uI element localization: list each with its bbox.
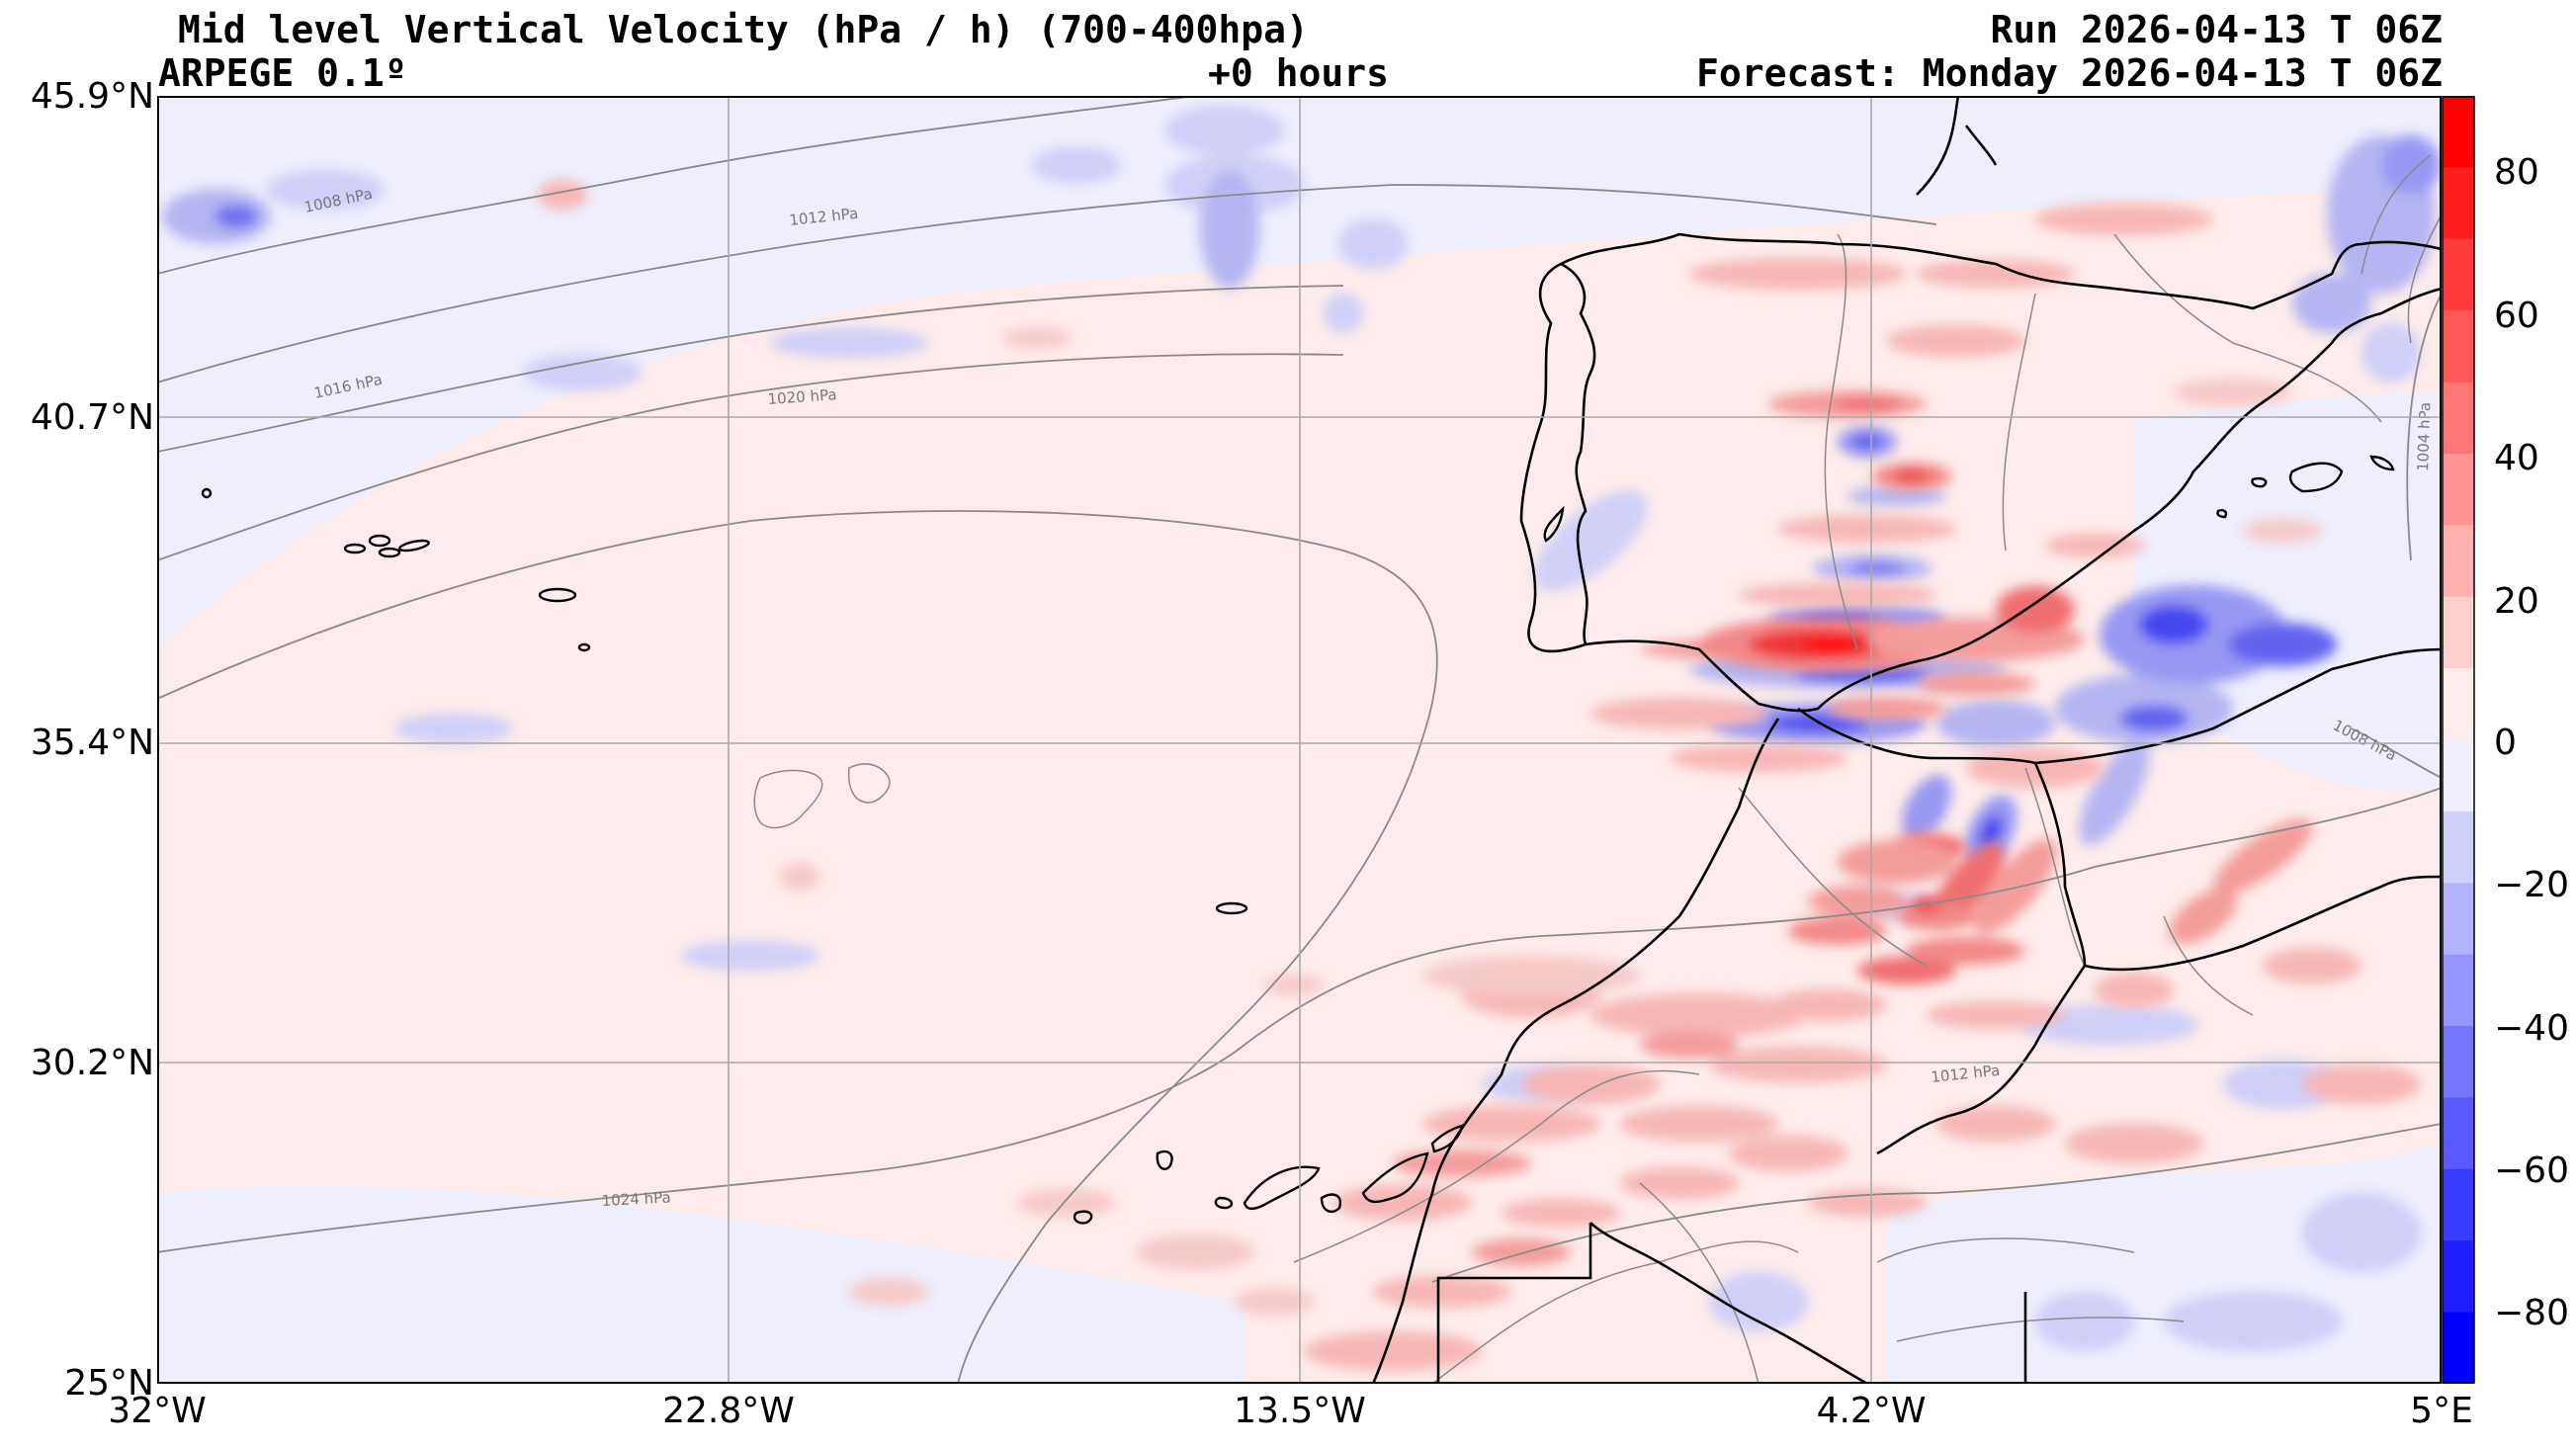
- colorbar-step: [2443, 954, 2474, 1027]
- colorbar-step: [2443, 1097, 2474, 1170]
- colorbar-step: [2443, 525, 2474, 598]
- lead-time-label: +0 hours: [1208, 51, 1390, 95]
- colorbar-tick-label: 40: [2494, 438, 2539, 478]
- lat-tick-label: 25°N: [64, 1363, 154, 1404]
- sahara-border: [1436, 1222, 1868, 1384]
- colorbar-step: [2443, 1312, 2474, 1384]
- colorbar-step: [2443, 668, 2474, 740]
- colorbar-tick-label: −60: [2494, 1150, 2569, 1191]
- run-label: Run 2026-04-13 T 06Z: [1990, 8, 2443, 51]
- colorbar-step: [2443, 96, 2474, 168]
- isobars: [157, 96, 2442, 1384]
- isobar-label: 1004 hPa: [2414, 402, 2434, 472]
- isobar-label: 1020 hPa: [767, 385, 837, 408]
- colorbar-tick-label: −80: [2494, 1293, 2569, 1333]
- map-frame: [157, 96, 2442, 1384]
- colorbar-step: [2443, 167, 2474, 240]
- ascent-areas: [538, 180, 2421, 1371]
- lat-tick-label: 45.9°N: [30, 76, 154, 117]
- colorbar-tick-label: 60: [2494, 296, 2539, 336]
- model-label: ARPEGE 0.1º: [158, 51, 407, 95]
- isobar-label: 1024 hPa: [601, 1188, 671, 1210]
- lon-tick-label: 4.2°W: [1816, 1391, 1927, 1431]
- colorbar-step: [2443, 382, 2474, 455]
- country-borders: [1293, 154, 2442, 1384]
- lat-tick-label: 30.2°N: [30, 1043, 154, 1083]
- colorbar-step: [2443, 1168, 2474, 1241]
- lon-tick-label: 32°W: [108, 1391, 207, 1431]
- colorbar-tick-label: 20: [2494, 581, 2539, 622]
- colorbar: [2442, 96, 2475, 1384]
- colorbar-tick-label: 80: [2494, 152, 2539, 193]
- colorbar-step: [2443, 1240, 2474, 1314]
- lat-tick-label: 40.7°N: [30, 397, 154, 438]
- lon-tick-label: 22.8°W: [662, 1391, 795, 1431]
- vertical-velocity-map: 1008 hPa 1012 hPa 1016 hPa 1020 hPa 1024…: [157, 96, 2442, 1384]
- colorbar-tick-label: −20: [2494, 865, 2569, 905]
- islands: [201, 455, 2395, 1225]
- colorbar-tick-label: −40: [2494, 1008, 2569, 1049]
- colorbar-step: [2443, 883, 2474, 956]
- colorbar-step: [2443, 238, 2474, 311]
- lat-tick-label: 35.4°N: [30, 723, 154, 763]
- colorbar-step: [2443, 453, 2474, 526]
- colorbar-step: [2443, 810, 2474, 884]
- weak-descent-south: [157, 1185, 1245, 1384]
- colorbar-step: [2443, 310, 2474, 383]
- gridlines: [157, 96, 2442, 1384]
- forecast-label: Forecast: Monday 2026-04-13 T 06Z: [1696, 51, 2443, 95]
- colorbar-tick-label: 0: [2494, 723, 2517, 763]
- chart-title: Mid level Vertical Velocity (hPa / h) (7…: [178, 8, 1309, 51]
- colorbar-step: [2443, 1026, 2474, 1098]
- canary-outlines: [753, 763, 891, 829]
- coastlines: [1371, 96, 2442, 1384]
- lon-tick-label: 13.5°W: [1234, 1391, 1366, 1431]
- colorbar-step: [2443, 596, 2474, 669]
- lon-tick-label: 5°E: [2410, 1391, 2473, 1431]
- colorbar-step: [2443, 739, 2474, 812]
